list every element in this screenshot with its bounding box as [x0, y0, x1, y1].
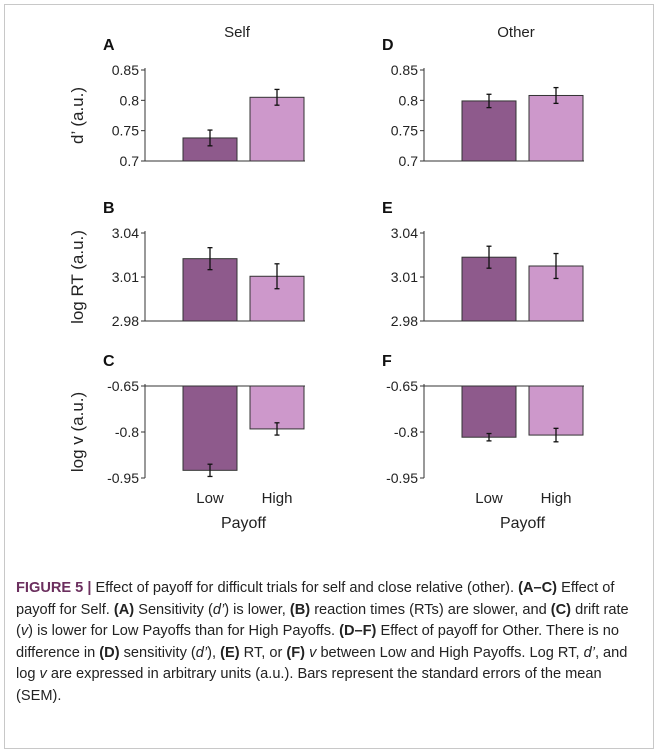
caption-ref: (A)	[113, 601, 135, 618]
y-tick-label: 0.8	[120, 92, 140, 108]
bar-low	[461, 100, 517, 162]
panel-letter: F	[382, 353, 392, 370]
caption-text: RT, or	[239, 644, 287, 661]
panel-letter: C	[103, 353, 115, 370]
x-axis-title: Payoff	[500, 515, 546, 532]
x-category-label: High	[541, 490, 572, 507]
panel-letter: B	[103, 200, 115, 217]
y-tick-label: 0.7	[399, 153, 419, 169]
figure-label: FIGURE 5 |	[16, 580, 92, 596]
column-title: Self	[224, 24, 251, 41]
caption-ref: (F)	[286, 644, 306, 661]
caption-ref: (D–F)	[339, 623, 377, 639]
caption-symbol: d’	[583, 644, 595, 661]
y-tick-label: 2.98	[391, 313, 418, 329]
bar-low	[461, 385, 517, 438]
caption-ref: (E)	[220, 644, 240, 661]
x-category-label: Low	[475, 490, 503, 507]
y-tick-label: -0.95	[107, 470, 139, 486]
y-tick-label: -0.65	[386, 378, 418, 394]
column-title: Other	[497, 24, 535, 41]
panel-letter: D	[382, 37, 394, 54]
caption-text: , and log	[16, 644, 628, 683]
chart-figure: Self Other d’ (a.u.) log RT (a.u.) log v (a.…	[68, 24, 584, 532]
caption-text: are expressed in arbitrary units (a.u.).…	[16, 666, 602, 704]
x-axis-title: Payoff	[221, 515, 267, 532]
y-tick-label: -0.95	[386, 470, 418, 486]
caption-text: reaction times (RTs) are slower, and	[310, 601, 551, 618]
y-tick-label: 0.7	[120, 153, 140, 169]
caption-text: ) is lower for Low Payoffs than for High…	[28, 623, 340, 639]
figure-caption: FIGURE 5 | Effect of payoff for difficul…	[16, 578, 640, 707]
y-tick-label: 0.85	[391, 62, 418, 78]
caption-ref: (C)	[550, 601, 572, 618]
y-tick-label: -0.65	[107, 378, 139, 394]
caption-text: drift rate (	[16, 601, 629, 640]
caption-symbol: d’	[195, 644, 208, 661]
caption-ref: (A–C)	[518, 580, 558, 596]
panel-letter: E	[382, 200, 393, 217]
caption-symbol: v	[39, 666, 47, 682]
y-axis-label: d’ (a.u.)	[68, 87, 87, 144]
caption-ref: (D)	[99, 644, 120, 661]
x-category-label: High	[262, 490, 293, 507]
caption-symbol: v	[309, 644, 317, 661]
caption-text: Effect of payoff for Other. There is no …	[16, 623, 619, 661]
caption-text: Sensitivity (	[134, 601, 213, 618]
bar-high	[528, 385, 584, 436]
y-tick-label: 3.04	[391, 225, 418, 241]
bar-high	[249, 96, 305, 162]
y-tick-label: 3.01	[112, 269, 139, 285]
bar-low	[182, 385, 238, 471]
y-tick-label: 0.85	[112, 62, 139, 78]
y-axis-label: log v (a.u.)	[68, 392, 87, 472]
y-tick-label: 0.8	[399, 92, 419, 108]
y-tick-label: 3.04	[112, 225, 139, 241]
bar-high	[528, 94, 584, 162]
caption-text: between Low and High Payoffs. Log RT,	[316, 644, 584, 661]
x-category-label: Low	[196, 490, 224, 507]
caption-symbol: d’	[212, 601, 225, 618]
caption-text: Effect of payoff for Self.	[16, 580, 615, 618]
caption-text: ),	[207, 644, 221, 661]
y-tick-label: -0.8	[115, 424, 139, 440]
caption-text: Effect of payoff for difficult trials fo…	[91, 580, 519, 596]
y-axis-label: log RT (a.u.)	[68, 230, 87, 324]
y-tick-label: 3.01	[391, 269, 418, 285]
caption-symbol: v	[20, 623, 29, 639]
caption-text: sensitivity (	[119, 644, 196, 661]
panel-letter: A	[103, 37, 115, 54]
y-tick-label: 0.75	[112, 123, 139, 139]
caption-ref: (B)	[289, 601, 311, 618]
y-tick-label: 2.98	[112, 313, 139, 329]
y-tick-label: -0.8	[394, 424, 418, 440]
y-tick-label: 0.75	[391, 123, 418, 139]
caption-text: ) is lower,	[224, 601, 290, 618]
bar-high	[249, 385, 305, 430]
